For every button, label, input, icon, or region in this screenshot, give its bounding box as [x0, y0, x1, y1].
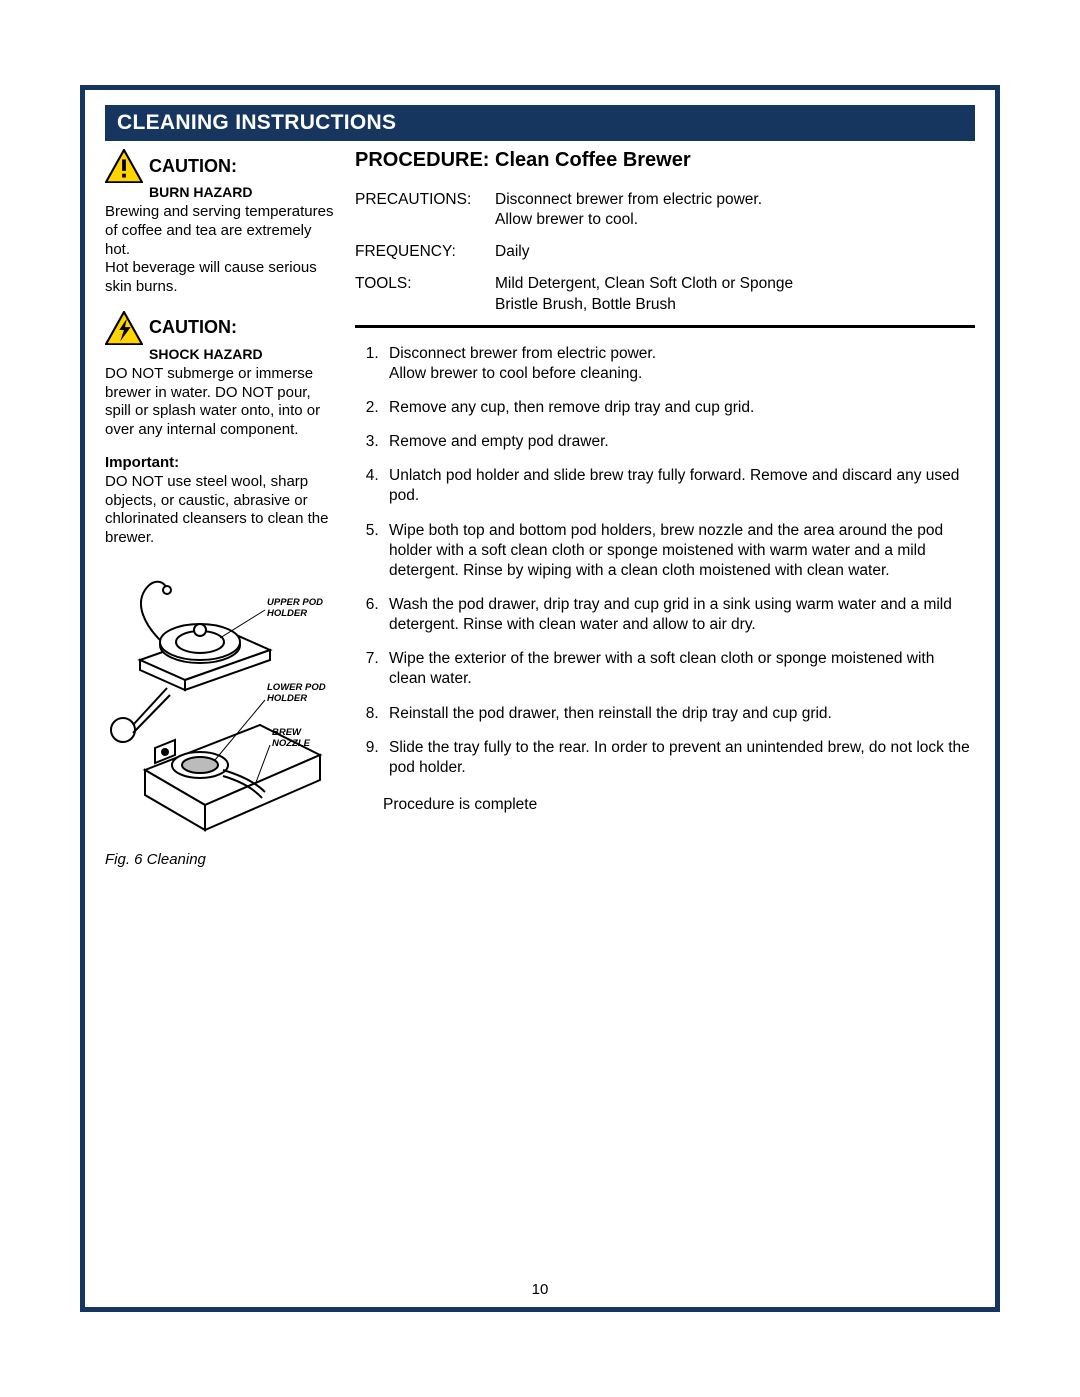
meta-value: Mild Detergent, Clean Soft Cloth or Spon…: [495, 274, 975, 314]
procedure-steps: Disconnect brewer from electric power.Al…: [355, 344, 975, 778]
important-note: Important: DO NOT use steel wool, sharp …: [105, 454, 335, 548]
meta-label: TOOLS:: [355, 274, 495, 314]
step-item: Wash the pod drawer, drip tray and cup g…: [383, 595, 975, 635]
caution-heading: CAUTION:: [105, 149, 335, 183]
step-item: Remove and empty pod drawer.: [383, 432, 975, 452]
warn-triangle-bolt-icon: [105, 311, 143, 345]
caution-shock: CAUTION: SHOCK HAZARD DO NOT submerge or…: [105, 311, 335, 440]
caution-title: CAUTION:: [149, 317, 237, 338]
caution-heading: CAUTION:: [105, 311, 335, 345]
two-column-layout: CAUTION: BURN HAZARD Brewing and serving…: [105, 149, 975, 868]
meta-label: PRECAUTIONS:: [355, 190, 495, 230]
caution-title: CAUTION:: [149, 156, 237, 177]
caution-body: Brewing and serving temperatures of coff…: [105, 203, 335, 297]
step-item: Unlatch pod holder and slide brew tray f…: [383, 466, 975, 506]
hazard-label: SHOCK HAZARD: [149, 346, 335, 362]
left-column: CAUTION: BURN HAZARD Brewing and serving…: [105, 149, 335, 868]
step-item: Remove any cup, then remove drip tray an…: [383, 398, 975, 418]
page-number: 10: [524, 1281, 557, 1298]
caution-burn: CAUTION: BURN HAZARD Brewing and serving…: [105, 149, 335, 297]
procedure-meta: PRECAUTIONS: Disconnect brewer from elec…: [355, 190, 975, 315]
meta-value: Disconnect brewer from electric power.Al…: [495, 190, 975, 230]
diagram-label-upper: UPPER POD HOLDER: [267, 597, 326, 619]
diagram-label-nozzle: BREW NOZZLE: [272, 727, 311, 749]
step-item: Wipe both top and bottom pod holders, br…: [383, 521, 975, 581]
content-area: CLEANING INSTRUCTIONS CAUTION:: [105, 105, 975, 1292]
page-border: CLEANING INSTRUCTIONS CAUTION:: [80, 85, 1000, 1312]
step-item: Wipe the exterior of the brewer with a s…: [383, 649, 975, 689]
caution-body: DO NOT submerge or immerse brewer in wat…: [105, 365, 335, 440]
step-item: Disconnect brewer from electric power.Al…: [383, 344, 975, 384]
section-header: CLEANING INSTRUCTIONS: [105, 105, 975, 141]
meta-label: FREQUENCY:: [355, 242, 495, 262]
procedure-complete: Procedure is complete: [383, 796, 975, 814]
important-label: Important:: [105, 454, 335, 471]
warn-triangle-exclaim-icon: [105, 149, 143, 183]
procedure-title: PROCEDURE: Clean Coffee Brewer: [355, 149, 975, 172]
right-column: PROCEDURE: Clean Coffee Brewer PRECAUTIO…: [355, 149, 975, 868]
hazard-label: BURN HAZARD: [149, 184, 335, 200]
important-body: DO NOT use steel wool, sharp objects, or…: [105, 473, 335, 548]
diagram-label-lower: LOWER POD HOLDER: [267, 682, 328, 704]
step-item: Reinstall the pod drawer, then reinstall…: [383, 704, 975, 724]
figure-caption: Fig. 6 Cleaning: [105, 851, 335, 868]
step-item: Slide the tray fully to the rear. In ord…: [383, 738, 975, 778]
divider-rule: [355, 325, 975, 328]
cleaning-diagram-icon: UPPER POD HOLDER LOWER POD HOLDER BREW N…: [105, 570, 335, 840]
figure-cleaning: UPPER POD HOLDER LOWER POD HOLDER BREW N…: [105, 570, 335, 868]
meta-value: Daily: [495, 242, 975, 262]
